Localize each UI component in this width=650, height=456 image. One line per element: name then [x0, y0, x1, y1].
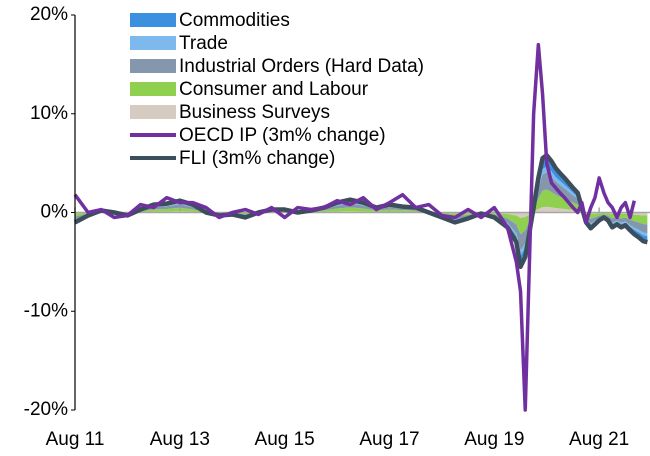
legend-label: Commodities: [179, 10, 290, 31]
x-tick-label: Aug 17: [359, 429, 419, 450]
x-tick-label: Aug 19: [464, 429, 524, 450]
y-tick-label: 0%: [41, 202, 69, 223]
x-tick-label: Aug 11: [46, 429, 105, 450]
legend-label: Business Surveys: [179, 102, 330, 123]
legend-swatch: [130, 82, 176, 96]
legend-label: Trade: [179, 33, 228, 54]
legend-swatch: [130, 13, 176, 27]
x-tick-label: Aug 15: [255, 429, 315, 450]
line: [73, 42, 636, 412]
legend-label: OECD IP (3m% change): [179, 125, 386, 146]
legend-swatch: [130, 36, 176, 50]
legend-swatch: [130, 105, 176, 119]
y-tick-label: -10%: [24, 300, 68, 321]
x-tick-label: Aug 21: [569, 429, 629, 450]
y-tick-label: -20%: [24, 399, 68, 420]
legend-label: FLI (3m% change): [179, 148, 335, 169]
x-tick-label: Aug 13: [150, 429, 210, 450]
legend-swatch: [130, 59, 176, 73]
y-tick-label: 20%: [30, 4, 68, 25]
legend-label: Industrial Orders (Hard Data): [179, 56, 424, 77]
y-tick-label: 10%: [30, 103, 68, 124]
legend-label: Consumer and Labour: [179, 79, 369, 100]
